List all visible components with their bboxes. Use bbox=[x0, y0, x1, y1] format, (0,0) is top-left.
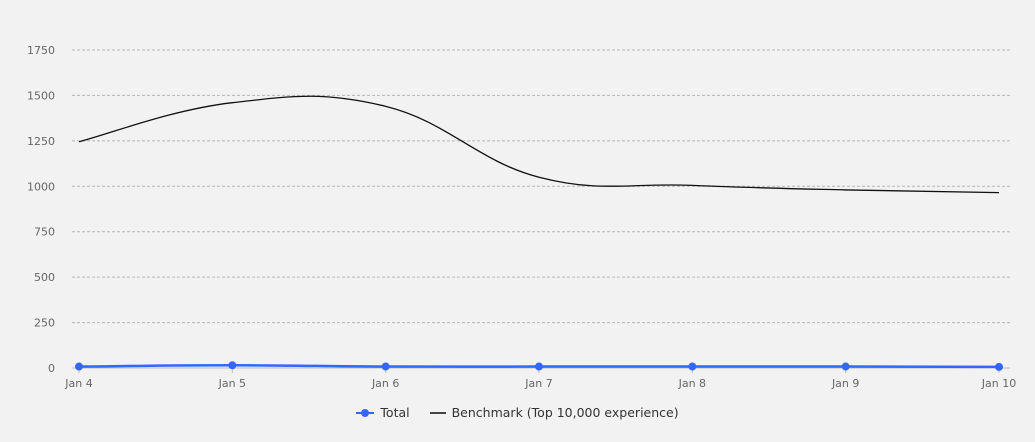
x-tick-label: Jan 5 bbox=[218, 377, 246, 390]
data-point[interactable] bbox=[841, 362, 850, 371]
legend-label-total: Total bbox=[380, 405, 410, 420]
y-tick-label: 1500 bbox=[27, 89, 55, 102]
data-point[interactable] bbox=[381, 362, 390, 371]
y-tick-label: 0 bbox=[48, 362, 55, 375]
x-tick-label: Jan 9 bbox=[831, 377, 859, 390]
blue-line-marker-icon bbox=[356, 408, 375, 417]
data-point[interactable] bbox=[535, 362, 543, 371]
y-tick-label: 1750 bbox=[27, 44, 55, 57]
line-chart: 0 250 500 750 1000 1250 1500 1750 Jan 4 Jan 5 Jan … bbox=[27, 44, 1016, 390]
data-point[interactable] bbox=[688, 362, 697, 371]
y-tick-label: 1250 bbox=[27, 135, 55, 148]
legend-item-total[interactable]: Total bbox=[356, 405, 410, 420]
data-point[interactable] bbox=[228, 361, 237, 370]
series-line bbox=[78, 95, 1000, 194]
y-tick-label: 1000 bbox=[27, 180, 55, 193]
y-tick-label: 750 bbox=[34, 226, 55, 239]
x-tick-label: Jan 4 bbox=[64, 377, 92, 390]
x-tick-label: Jan 10 bbox=[981, 377, 1016, 390]
legend-label-benchmark: Benchmark (Top 10,000 experience) bbox=[451, 405, 679, 420]
black-line-icon bbox=[429, 411, 446, 414]
x-tick-label: Jan 7 bbox=[524, 377, 552, 390]
chart-legend: Total Benchmark (Top 10,000 experience) bbox=[0, 405, 1035, 420]
legend-item-benchmark[interactable]: Benchmark (Top 10,000 experience) bbox=[429, 405, 679, 420]
data-point[interactable] bbox=[75, 362, 83, 371]
y-tick-label: 250 bbox=[34, 317, 55, 330]
data-point[interactable] bbox=[995, 362, 1003, 371]
x-tick-label: Jan 8 bbox=[678, 377, 706, 390]
y-tick-label: 500 bbox=[34, 271, 55, 284]
x-tick-label: Jan 6 bbox=[371, 377, 399, 390]
